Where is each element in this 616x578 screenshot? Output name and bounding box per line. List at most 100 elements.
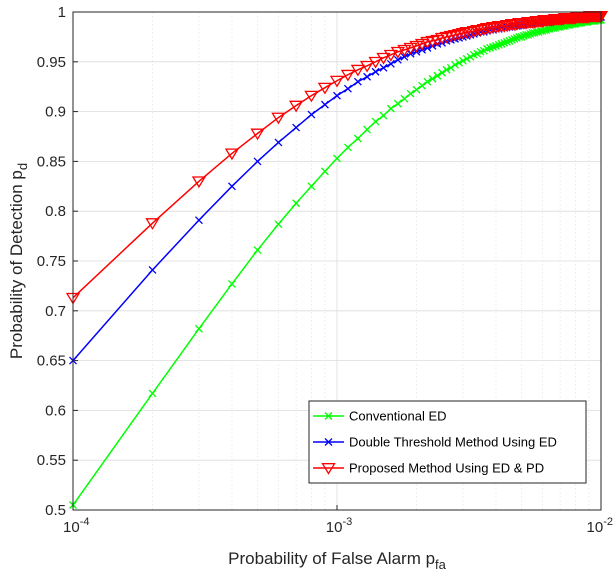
legend-box — [308, 400, 587, 484]
conventional-ed-point — [459, 56, 467, 65]
double-threshold-point — [371, 67, 380, 76]
conventional-ed-point — [292, 199, 301, 208]
y-tick-label: 1 — [58, 4, 66, 21]
conventional-ed-point — [510, 34, 519, 43]
proposed-point — [359, 60, 375, 73]
double-threshold-point — [253, 157, 262, 166]
proposed-point — [466, 25, 482, 38]
x-tick-label: 10-2 — [587, 516, 613, 536]
conventional-ed-point — [418, 81, 427, 90]
y-tick-label: 0.9 — [45, 104, 66, 121]
y-tick-label: 0.85 — [37, 153, 66, 170]
proposed-point — [340, 69, 356, 82]
proposed-point — [368, 56, 383, 69]
conventional-ed-point — [505, 36, 514, 45]
double-threshold-point — [195, 216, 203, 225]
legend-marker-conventional-ed — [324, 412, 333, 420]
proposed-point — [288, 100, 304, 113]
conventional-ed-point — [148, 389, 157, 398]
legend-entries: Conventional ED Double Threshold Method U… — [313, 409, 557, 476]
conventional-ed-point — [512, 33, 521, 42]
proposed-point — [439, 31, 454, 44]
y-tick-label: 0.7 — [45, 303, 66, 320]
conventional-ed-point — [502, 37, 511, 46]
legend-label-proposed: Proposed Method Using ED & PD — [349, 461, 544, 476]
conventional-ed-point — [274, 220, 283, 229]
y-tick-label: 0.5 — [45, 502, 66, 519]
proposed-point — [329, 75, 345, 88]
proposed-point — [145, 218, 160, 230]
conventional-ed-point — [227, 279, 236, 288]
legend-marker-proposed — [321, 463, 336, 475]
conventional-ed-point — [386, 104, 395, 113]
conventional-ed-point — [343, 143, 352, 152]
conventional-ed-point — [497, 39, 506, 48]
double-threshold-point — [363, 72, 372, 81]
conventional-ed-point — [508, 35, 516, 44]
double-threshold-point — [320, 100, 329, 109]
proposed-point — [476, 23, 492, 36]
y-tick-label: 0.6 — [45, 402, 66, 419]
proposed-point — [191, 176, 207, 189]
conventional-ed-point — [379, 111, 388, 120]
legend-marker-double-threshold — [324, 438, 333, 446]
y-tick-label: 0.65 — [37, 353, 66, 370]
conventional-ed-point — [428, 74, 437, 83]
proposed-point — [390, 46, 405, 59]
x-tick-label: 10-4 — [63, 516, 89, 536]
proposed-point — [397, 44, 412, 57]
conventional-ed-point — [500, 38, 509, 47]
proposed-point — [271, 112, 286, 125]
conventional-ed-point — [462, 54, 471, 63]
double-threshold-point — [307, 110, 316, 119]
conventional-ed-point — [363, 125, 372, 134]
proposed-point — [451, 28, 467, 41]
conventional-ed-point — [455, 58, 464, 67]
double-threshold-point — [333, 91, 341, 100]
conventional-ed-point — [333, 154, 341, 163]
proposed-point — [250, 128, 265, 141]
conventional-ed-point — [307, 182, 316, 191]
conventional-ed-point — [433, 71, 442, 80]
proposed-point — [304, 90, 319, 103]
conventional-ed-point — [451, 60, 460, 69]
double-threshold-point — [292, 123, 301, 132]
series-proposed — [65, 11, 609, 305]
conventional-ed-point — [412, 85, 421, 94]
legend: Conventional ED Double Threshold Method U… — [308, 400, 587, 484]
proposed-point — [473, 24, 488, 37]
proposed-point — [350, 64, 366, 77]
conventional-ed-point — [406, 89, 415, 98]
double-threshold-point — [386, 59, 395, 68]
conventional-ed-point — [353, 134, 362, 143]
y-tick-label: 0.95 — [37, 54, 66, 71]
x-axis-label: Probability of False Alarm pfa — [228, 549, 447, 572]
legend-label-conventional-ed: Conventional ED — [349, 409, 447, 424]
conventional-ed-point — [253, 246, 262, 255]
proposed-point — [409, 40, 424, 53]
double-threshold-point — [148, 266, 157, 274]
series-layer — [65, 11, 609, 509]
conventional-ed-point — [438, 68, 447, 77]
double-threshold-point — [353, 77, 362, 86]
double-threshold-point — [227, 182, 236, 191]
proposed-point — [443, 30, 459, 43]
conventional-ed-point — [371, 117, 380, 126]
conventional-ed-point — [524, 30, 533, 39]
y-tick-label: 0.8 — [45, 203, 66, 220]
conventional-ed-point — [423, 77, 432, 86]
y-tick-label: 0.55 — [37, 452, 66, 469]
y-tick-label: 0.75 — [37, 253, 66, 270]
proposed-point — [403, 42, 418, 55]
conventional-ed-point — [400, 94, 409, 103]
conventional-ed-point — [195, 324, 203, 333]
y-axis-label: Probability of Detection pd — [7, 163, 30, 359]
conventional-ed-point — [442, 65, 451, 74]
proposed-point — [455, 27, 471, 40]
double-threshold-point — [379, 63, 388, 72]
proposed-point — [224, 148, 240, 161]
proposed-point — [434, 32, 450, 45]
double-threshold-point — [400, 52, 409, 61]
legend-label-double-threshold: Double Threshold Method Using ED — [349, 435, 557, 450]
